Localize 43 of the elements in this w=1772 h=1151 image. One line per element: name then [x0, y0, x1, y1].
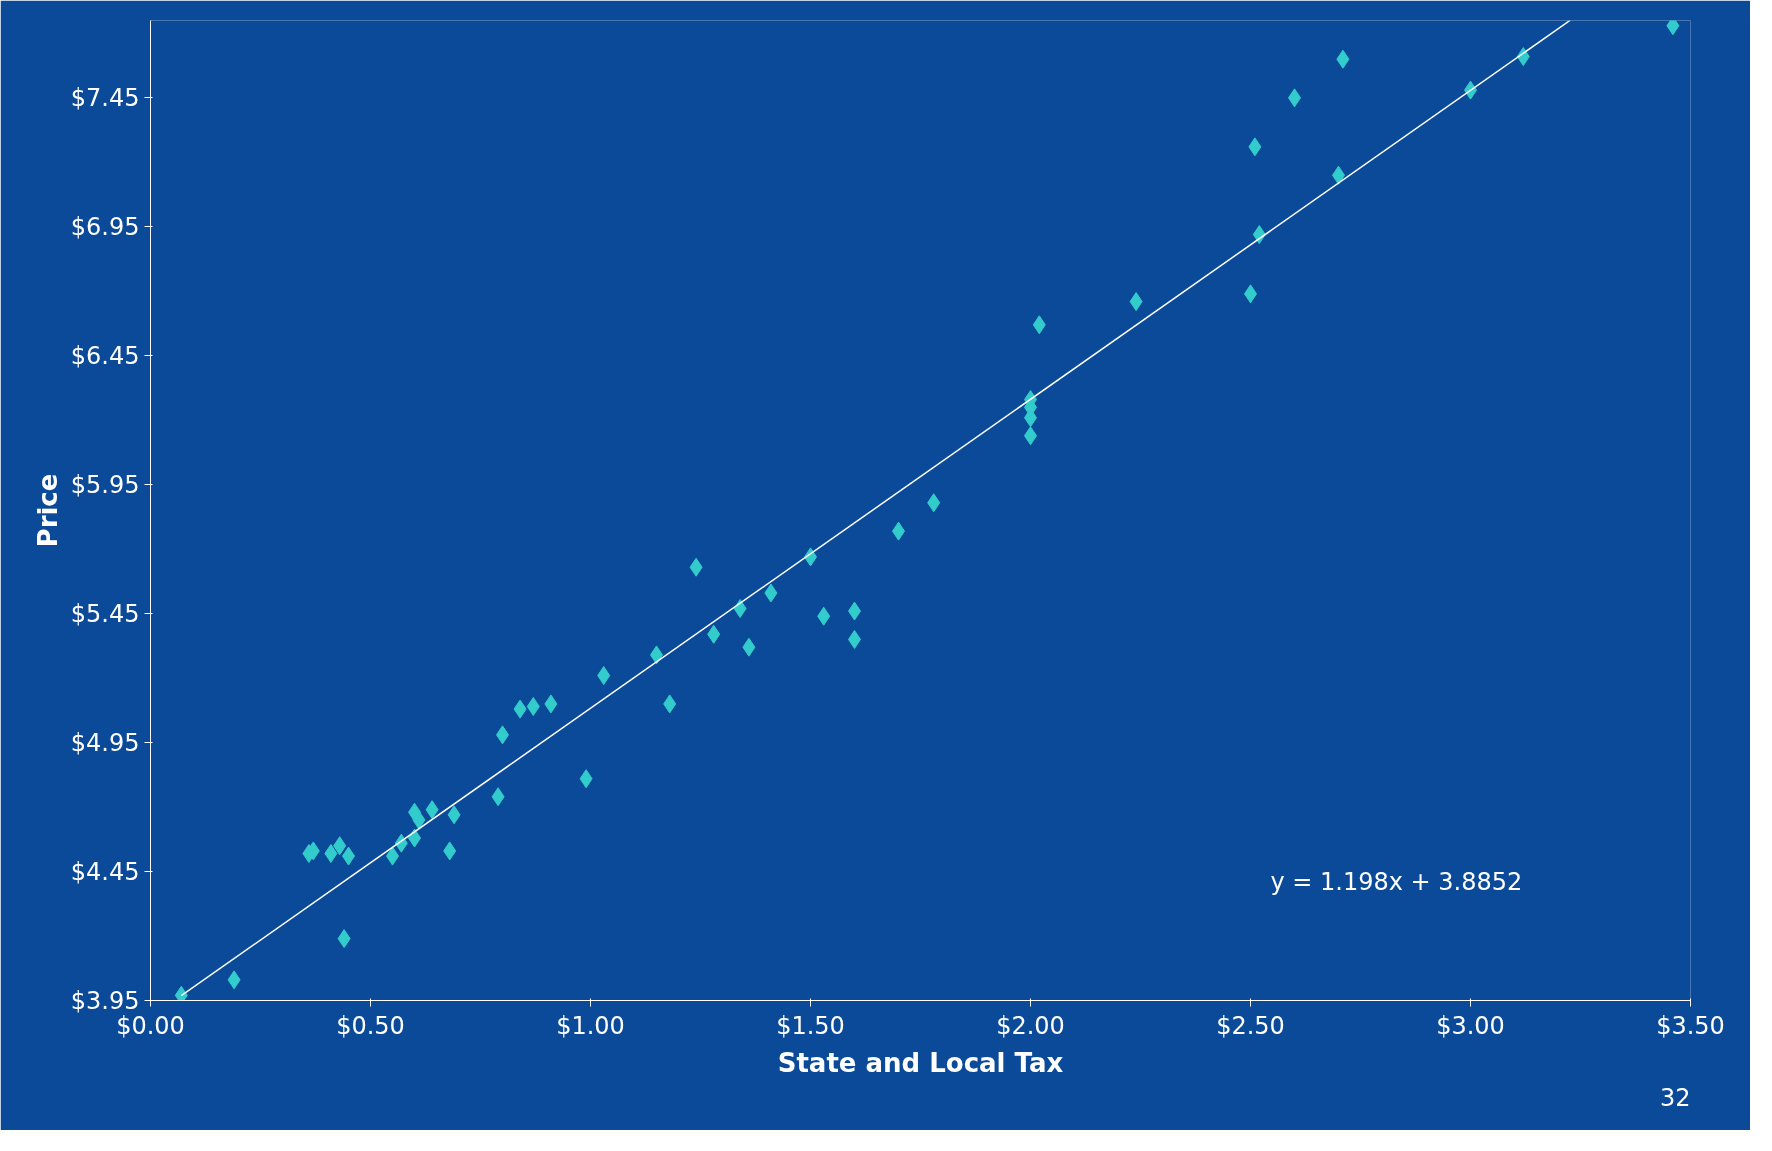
annotation: y = 1.198x + 3.8852 — [1270, 867, 1523, 896]
point — [412, 810, 426, 830]
point — [544, 694, 558, 714]
point — [1129, 292, 1143, 312]
y-tick-label: $6.45 — [70, 341, 140, 370]
point — [707, 624, 721, 644]
x-axis-title: State and Local Tax — [777, 1047, 1064, 1078]
point — [513, 699, 527, 719]
point — [491, 787, 505, 807]
point — [227, 970, 241, 990]
x-tick-label: $0.50 — [336, 1011, 405, 1040]
point — [764, 583, 778, 603]
y-tick-label: $6.95 — [70, 212, 140, 241]
point — [579, 769, 593, 789]
point — [333, 836, 347, 856]
y-tick-label: $5.95 — [70, 470, 140, 499]
point — [689, 557, 703, 577]
y-tick-label: $7.45 — [70, 83, 140, 112]
y-axis-title: Price — [32, 473, 63, 548]
x-tick-label: $1.50 — [776, 1011, 845, 1040]
point — [817, 606, 831, 626]
x-tick-label: $2.50 — [1216, 1011, 1285, 1040]
x-tick-label: $2.00 — [996, 1011, 1065, 1040]
text: 32 — [1659, 1083, 1691, 1112]
point — [663, 694, 677, 714]
point — [742, 637, 756, 657]
point — [927, 493, 941, 513]
y-tick-label: $4.95 — [70, 728, 140, 757]
point — [443, 841, 457, 861]
x-tick-label: $1.00 — [556, 1011, 625, 1040]
x-tick-label: $3.00 — [1436, 1011, 1505, 1040]
point — [1336, 49, 1350, 69]
point — [447, 805, 461, 825]
point — [526, 697, 540, 716]
point — [1032, 315, 1046, 335]
point — [597, 666, 611, 686]
point — [425, 800, 439, 820]
point — [1248, 137, 1262, 157]
y-tick-label: $5.45 — [70, 599, 140, 628]
y-tick-label: $4.45 — [70, 857, 140, 886]
point — [324, 844, 338, 863]
point — [337, 929, 351, 949]
x-tick-label: $3.50 — [1656, 1011, 1725, 1040]
